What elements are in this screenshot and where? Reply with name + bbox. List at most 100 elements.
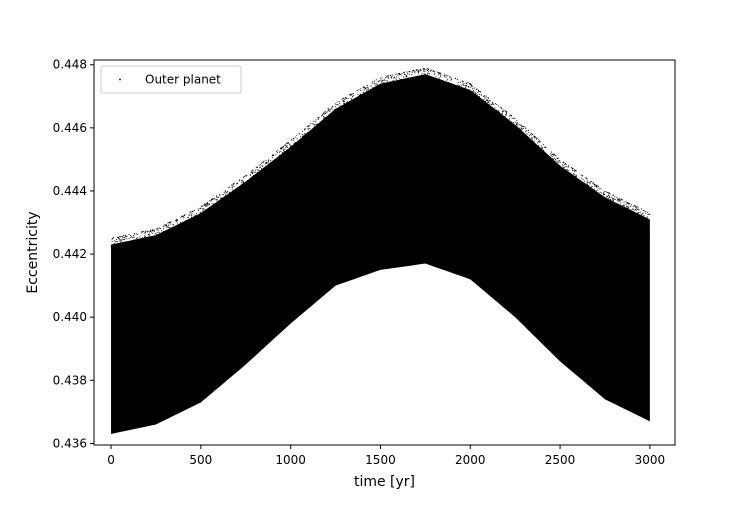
scatter-point [208, 208, 211, 210]
scatter-point [409, 81, 411, 83]
scatter-point [300, 157, 303, 159]
scatter-point [637, 213, 639, 215]
scatter-point [327, 109, 329, 112]
scatter-point [167, 222, 169, 224]
scatter-point [633, 218, 635, 220]
scatter-point [553, 167, 555, 169]
scatter-point [293, 152, 295, 154]
scatter-point [595, 202, 598, 204]
scatter-point [161, 252, 163, 254]
scatter-point [126, 235, 128, 237]
scatter-point [508, 125, 511, 127]
scatter-point [345, 119, 347, 121]
scatter-point [223, 199, 225, 201]
scatter-point [627, 213, 629, 216]
scatter-point [358, 94, 360, 96]
scatter-point [370, 94, 372, 96]
scatter-point [344, 102, 346, 104]
scatter-point [506, 131, 508, 133]
scatter-point [370, 85, 372, 87]
scatter-point [491, 119, 493, 121]
scatter-point [277, 172, 279, 174]
scatter-point [550, 155, 552, 157]
scatter-point [363, 100, 365, 102]
scatter-point [584, 197, 586, 199]
scatter-point [467, 106, 469, 109]
scatter-point [586, 191, 588, 193]
scatter-point [160, 233, 162, 235]
scatter-point [148, 234, 150, 236]
scatter-point [537, 139, 539, 141]
scatter-point [416, 80, 418, 82]
scatter-point [552, 166, 554, 168]
scatter-point [258, 174, 260, 176]
scatter-point [225, 192, 227, 194]
scatter-point [431, 69, 433, 71]
scatter-point [321, 114, 323, 116]
scatter-point [425, 90, 427, 92]
scatter-point [235, 199, 237, 201]
scatter-point [115, 247, 117, 249]
scatter-point [174, 242, 176, 244]
scatter-point [550, 170, 552, 172]
scatter-point [373, 106, 375, 108]
scatter-point [254, 169, 257, 171]
scatter-point [432, 90, 434, 92]
scatter-point [581, 200, 584, 202]
scatter-point [408, 95, 410, 98]
scatter-point [407, 97, 409, 99]
scatter-point [351, 99, 353, 101]
scatter-point [539, 147, 541, 149]
scatter-point [390, 76, 392, 78]
scatter-point [277, 149, 279, 151]
scatter-point [387, 76, 389, 78]
scatter-point [265, 179, 267, 181]
scatter-point [248, 198, 250, 200]
scatter-point [281, 167, 283, 169]
scatter-point [213, 203, 215, 205]
scatter-point [243, 175, 245, 178]
scatter-point [510, 135, 512, 137]
scatter-point [559, 164, 561, 167]
scatter-point [276, 177, 278, 179]
scatter-point [256, 168, 258, 171]
scatter-point [310, 130, 312, 132]
scatter-point [251, 172, 254, 174]
scatter-point [573, 176, 575, 178]
scatter-point [125, 247, 127, 249]
scatter-point [416, 70, 418, 72]
scatter-point [151, 236, 153, 238]
scatter-point [264, 176, 266, 178]
scatter-point [230, 212, 232, 214]
scatter-point [485, 104, 487, 106]
scatter-point [632, 221, 634, 223]
scatter-point [303, 134, 305, 136]
scatter-point [350, 93, 352, 95]
scatter-point [230, 199, 232, 201]
scatter-point [302, 139, 304, 141]
scatter-point [498, 116, 500, 119]
scatter-point [139, 247, 141, 249]
scatter-point [379, 92, 381, 94]
scatter-point [311, 147, 313, 149]
scatter-point [619, 199, 621, 201]
scatter-point [356, 107, 358, 109]
scatter-point [266, 186, 268, 188]
scatter-point [290, 149, 292, 151]
scatter-point [542, 158, 544, 160]
scatter-point [281, 157, 283, 159]
scatter-point [565, 183, 567, 185]
scatter-point [632, 208, 634, 210]
scatter-point [117, 240, 119, 243]
scatter-point [418, 94, 420, 96]
scatter-point [398, 72, 401, 74]
scatter-point [562, 187, 564, 189]
scatter-point [304, 146, 306, 149]
scatter-point [227, 210, 229, 212]
scatter-point [121, 248, 123, 250]
scatter-point [519, 127, 521, 129]
scatter-point [428, 94, 430, 97]
scatter-point [465, 84, 467, 86]
scatter-point [473, 87, 476, 89]
scatter-point [466, 92, 468, 94]
